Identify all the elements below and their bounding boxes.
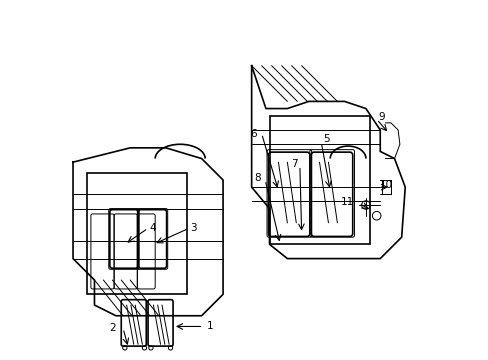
Bar [87,173,187,294]
Text: 6: 6 [250,129,257,139]
Text: 9: 9 [378,112,384,122]
Text: 1: 1 [206,321,213,332]
Text: 11: 11 [341,197,354,207]
Text: 3: 3 [190,223,197,233]
Text: 2: 2 [109,323,116,333]
Bar [381,180,390,194]
Text: 8: 8 [253,173,260,183]
Text: 4: 4 [149,223,156,233]
Text: 10: 10 [379,180,392,190]
Text: 7: 7 [290,159,297,169]
Bar [269,116,369,244]
Text: 5: 5 [323,134,329,144]
